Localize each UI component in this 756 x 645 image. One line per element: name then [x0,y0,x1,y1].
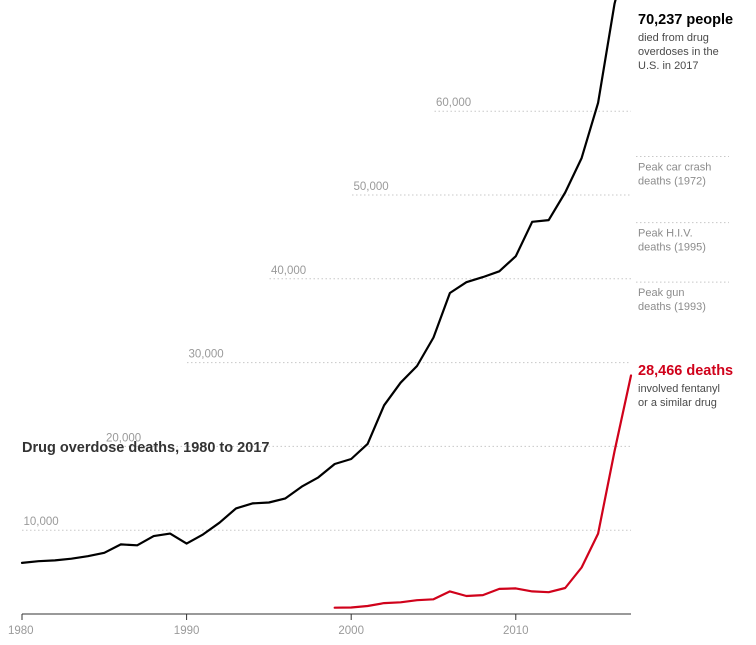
gridlines [22,110,631,531]
annotation-text: overdoses in the [638,46,719,58]
reference-label: Peak H.I.V. [638,228,693,240]
series-lines [20,0,633,609]
x-tick-label: 2000 [338,625,364,637]
x-axis-ticks: 1980 1990 2000 2010 [8,614,529,637]
x-tick-label: 1980 [8,625,34,637]
x-tick-label: 2010 [503,625,529,637]
y-tick-label: 10,000 [24,516,59,528]
chart-title: Drug overdose deaths, 1980 to 2017 [22,440,269,456]
annotation-text: U.S. in 2017 [638,60,699,72]
y-tick-label: 20,000 [106,432,141,444]
fentanyl-series-line [333,374,633,609]
x-tick-label: 1990 [174,625,200,637]
reference-label: Peak car crash [638,161,711,173]
reference-label: deaths (1995) [638,242,706,254]
y-tick-label: 40,000 [271,265,306,277]
reference-lines: Peak car crash deaths (1972) Peak H.I.V. de… [636,155,729,313]
reference-label: deaths (1972) [638,175,706,187]
annotation-text: or a similar drug [638,397,717,409]
reference-label: Peak gun [638,287,684,299]
reference-label: deaths (1993) [638,301,706,313]
annotation-text: involved fentanyl [638,383,720,395]
y-tick-label: 30,000 [189,349,224,361]
annotation-headline: 70,237 people [638,12,733,28]
total-series-line [20,0,617,565]
annotation-text: died from drug [638,32,709,44]
total-annotation: 70,237 people died from drug overdoses in … [638,12,733,72]
y-tick-label: 50,000 [354,181,389,193]
y-tick-label: 60,000 [436,97,471,109]
y-axis-tick-labels: 10,000 20,000 30,000 40,000 50,000 60,000 [24,97,472,528]
fentanyl-annotation: 28,466 deaths involved fentanyl or a simil… [638,363,733,409]
annotation-headline: 28,466 deaths [638,363,733,379]
